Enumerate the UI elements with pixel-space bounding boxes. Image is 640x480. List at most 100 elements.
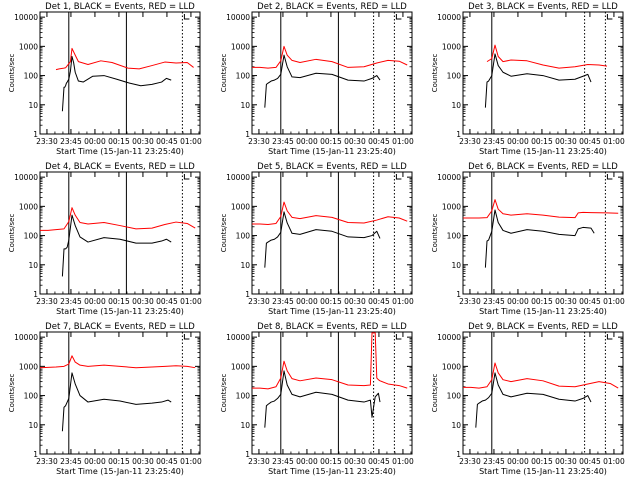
x-tick-label: 00:00 <box>296 137 318 146</box>
x-axis-label: Start Time (15-Jan-11 23:25:40) <box>479 307 607 316</box>
y-axis-label: Counts/sec <box>8 214 16 253</box>
x-tick-label: 23:30 <box>36 137 58 146</box>
x-tick-label: 00:00 <box>296 297 318 306</box>
x-tick-label: 00:30 <box>555 137 577 146</box>
events-series-line <box>264 211 381 268</box>
x-tick-label: 01:00 <box>392 137 414 146</box>
x-tick-label: 01:00 <box>603 137 625 146</box>
x-tick-label: 00:30 <box>344 457 366 466</box>
y-tick-label: 1 <box>33 290 38 299</box>
x-tick-label: 01:00 <box>603 457 625 466</box>
plot-frame <box>462 171 624 295</box>
events-series-line <box>264 370 381 428</box>
y-tick-label: 10 <box>240 101 250 110</box>
panel-title: Det 4, BLACK = Events, RED = LLD <box>45 162 195 172</box>
events-series-line <box>484 53 592 108</box>
y-axis-label: Counts/sec <box>220 214 228 253</box>
events-series-line <box>61 55 172 112</box>
plot-frame <box>251 171 413 295</box>
x-tick-label: 00:30 <box>555 457 577 466</box>
x-tick-label: 00:45 <box>579 457 601 466</box>
y-axis-label: Counts/sec <box>8 54 16 93</box>
panel-title: Det 3, BLACK = Events, RED = LLD <box>468 2 618 12</box>
panel-title: Det 1, BLACK = Events, RED = LLD <box>45 2 195 12</box>
x-tick-label: 23:30 <box>459 137 481 146</box>
y-tick-label: 1 <box>456 450 461 459</box>
x-tick-label: 23:45 <box>272 297 294 306</box>
y-tick-label: 10000 <box>437 333 461 342</box>
plot-frame <box>251 331 413 455</box>
y-tick-label: 100 <box>447 232 462 241</box>
y-tick-label: 1000 <box>231 42 250 51</box>
lld-series-line <box>252 332 408 390</box>
y-tick-label: 10 <box>240 421 250 430</box>
y-tick-label: 10 <box>28 101 38 110</box>
lld-series-line <box>252 45 408 69</box>
y-tick-label: 1000 <box>442 362 461 371</box>
y-tick-label: 1000 <box>19 42 38 51</box>
x-tick-label: 00:45 <box>368 457 390 466</box>
x-axis-label: Start Time (15-Jan-11 23:25:40) <box>56 307 184 316</box>
x-tick-label: 00:30 <box>132 137 154 146</box>
x-tick-label: 00:45 <box>579 137 601 146</box>
plot-frame <box>251 11 413 135</box>
x-axis-label: Start Time (15-Jan-11 23:25:40) <box>268 467 396 476</box>
panel-title: Det 7, BLACK = Events, RED = LLD <box>45 322 195 332</box>
x-tick-label: 23:45 <box>272 457 294 466</box>
x-tick-label: 00:30 <box>132 457 154 466</box>
y-tick-label: 10000 <box>226 333 250 342</box>
interval-bracket <box>606 14 613 20</box>
x-axis-label: Start Time (15-Jan-11 23:25:40) <box>479 467 607 476</box>
x-tick-label: 00:45 <box>156 457 178 466</box>
panel-title: Det 6, BLACK = Events, RED = LLD <box>468 162 618 172</box>
x-tick-label: 00:00 <box>507 297 529 306</box>
plot-frame <box>39 331 201 455</box>
x-tick-label: 23:45 <box>60 297 82 306</box>
y-tick-label: 1 <box>456 130 461 139</box>
x-tick-label: 00:45 <box>156 297 178 306</box>
x-tick-label: 00:30 <box>344 297 366 306</box>
x-tick-label: 00:00 <box>84 297 106 306</box>
y-tick-label: 10000 <box>226 13 250 22</box>
x-tick-label: 00:15 <box>531 457 553 466</box>
y-tick-label: 100 <box>24 72 39 81</box>
panel-title: Det 8, BLACK = Events, RED = LLD <box>257 322 407 332</box>
detector-panel-2: Det 2, BLACK = Events, RED = LLD 1 10 100 10… <box>220 2 414 156</box>
panel-title: Det 9, BLACK = Events, RED = LLD <box>468 322 618 332</box>
panel-title: Det 2, BLACK = Events, RED = LLD <box>257 2 407 12</box>
y-tick-label: 100 <box>236 72 251 81</box>
x-tick-label: 00:00 <box>84 137 106 146</box>
x-axis-label: Start Time (15-Jan-11 23:25:40) <box>56 467 184 476</box>
x-tick-label: 01:00 <box>603 297 625 306</box>
lld-series-line <box>463 362 619 389</box>
detector-panel-7: Det 7, BLACK = Events, RED = LLD 1 10 100 10… <box>8 322 202 476</box>
y-tick-label: 1000 <box>19 202 38 211</box>
x-tick-label: 01:00 <box>392 457 414 466</box>
interval-bracket <box>183 14 190 20</box>
y-tick-label: 10000 <box>14 173 38 182</box>
lld-series-line <box>39 355 196 369</box>
x-tick-label: 00:15 <box>320 457 342 466</box>
lld-series-line <box>55 47 194 71</box>
plot-frame <box>462 11 624 135</box>
x-tick-label: 23:45 <box>483 457 505 466</box>
y-tick-label: 100 <box>24 232 39 241</box>
x-tick-label: 00:30 <box>555 297 577 306</box>
y-tick-label: 100 <box>236 232 251 241</box>
x-tick-label: 23:30 <box>36 457 58 466</box>
y-axis-label: Counts/sec <box>220 374 228 413</box>
detector-panel-1: Det 1, BLACK = Events, RED = LLD 1 10 100 10… <box>8 2 202 156</box>
lld-series-line <box>40 207 196 231</box>
x-axis-label: Start Time (15-Jan-11 23:25:40) <box>268 307 396 316</box>
interval-bracket <box>395 174 402 180</box>
x-tick-label: 00:00 <box>507 137 529 146</box>
x-tick-label: 00:45 <box>156 137 178 146</box>
x-tick-label: 00:15 <box>320 297 342 306</box>
y-tick-label: 10 <box>28 261 38 270</box>
interval-bracket <box>606 174 613 180</box>
x-tick-label: 00:00 <box>84 457 106 466</box>
y-tick-label: 10 <box>451 101 461 110</box>
y-axis-label: Counts/sec <box>431 54 439 93</box>
y-axis-label: Counts/sec <box>220 54 228 93</box>
